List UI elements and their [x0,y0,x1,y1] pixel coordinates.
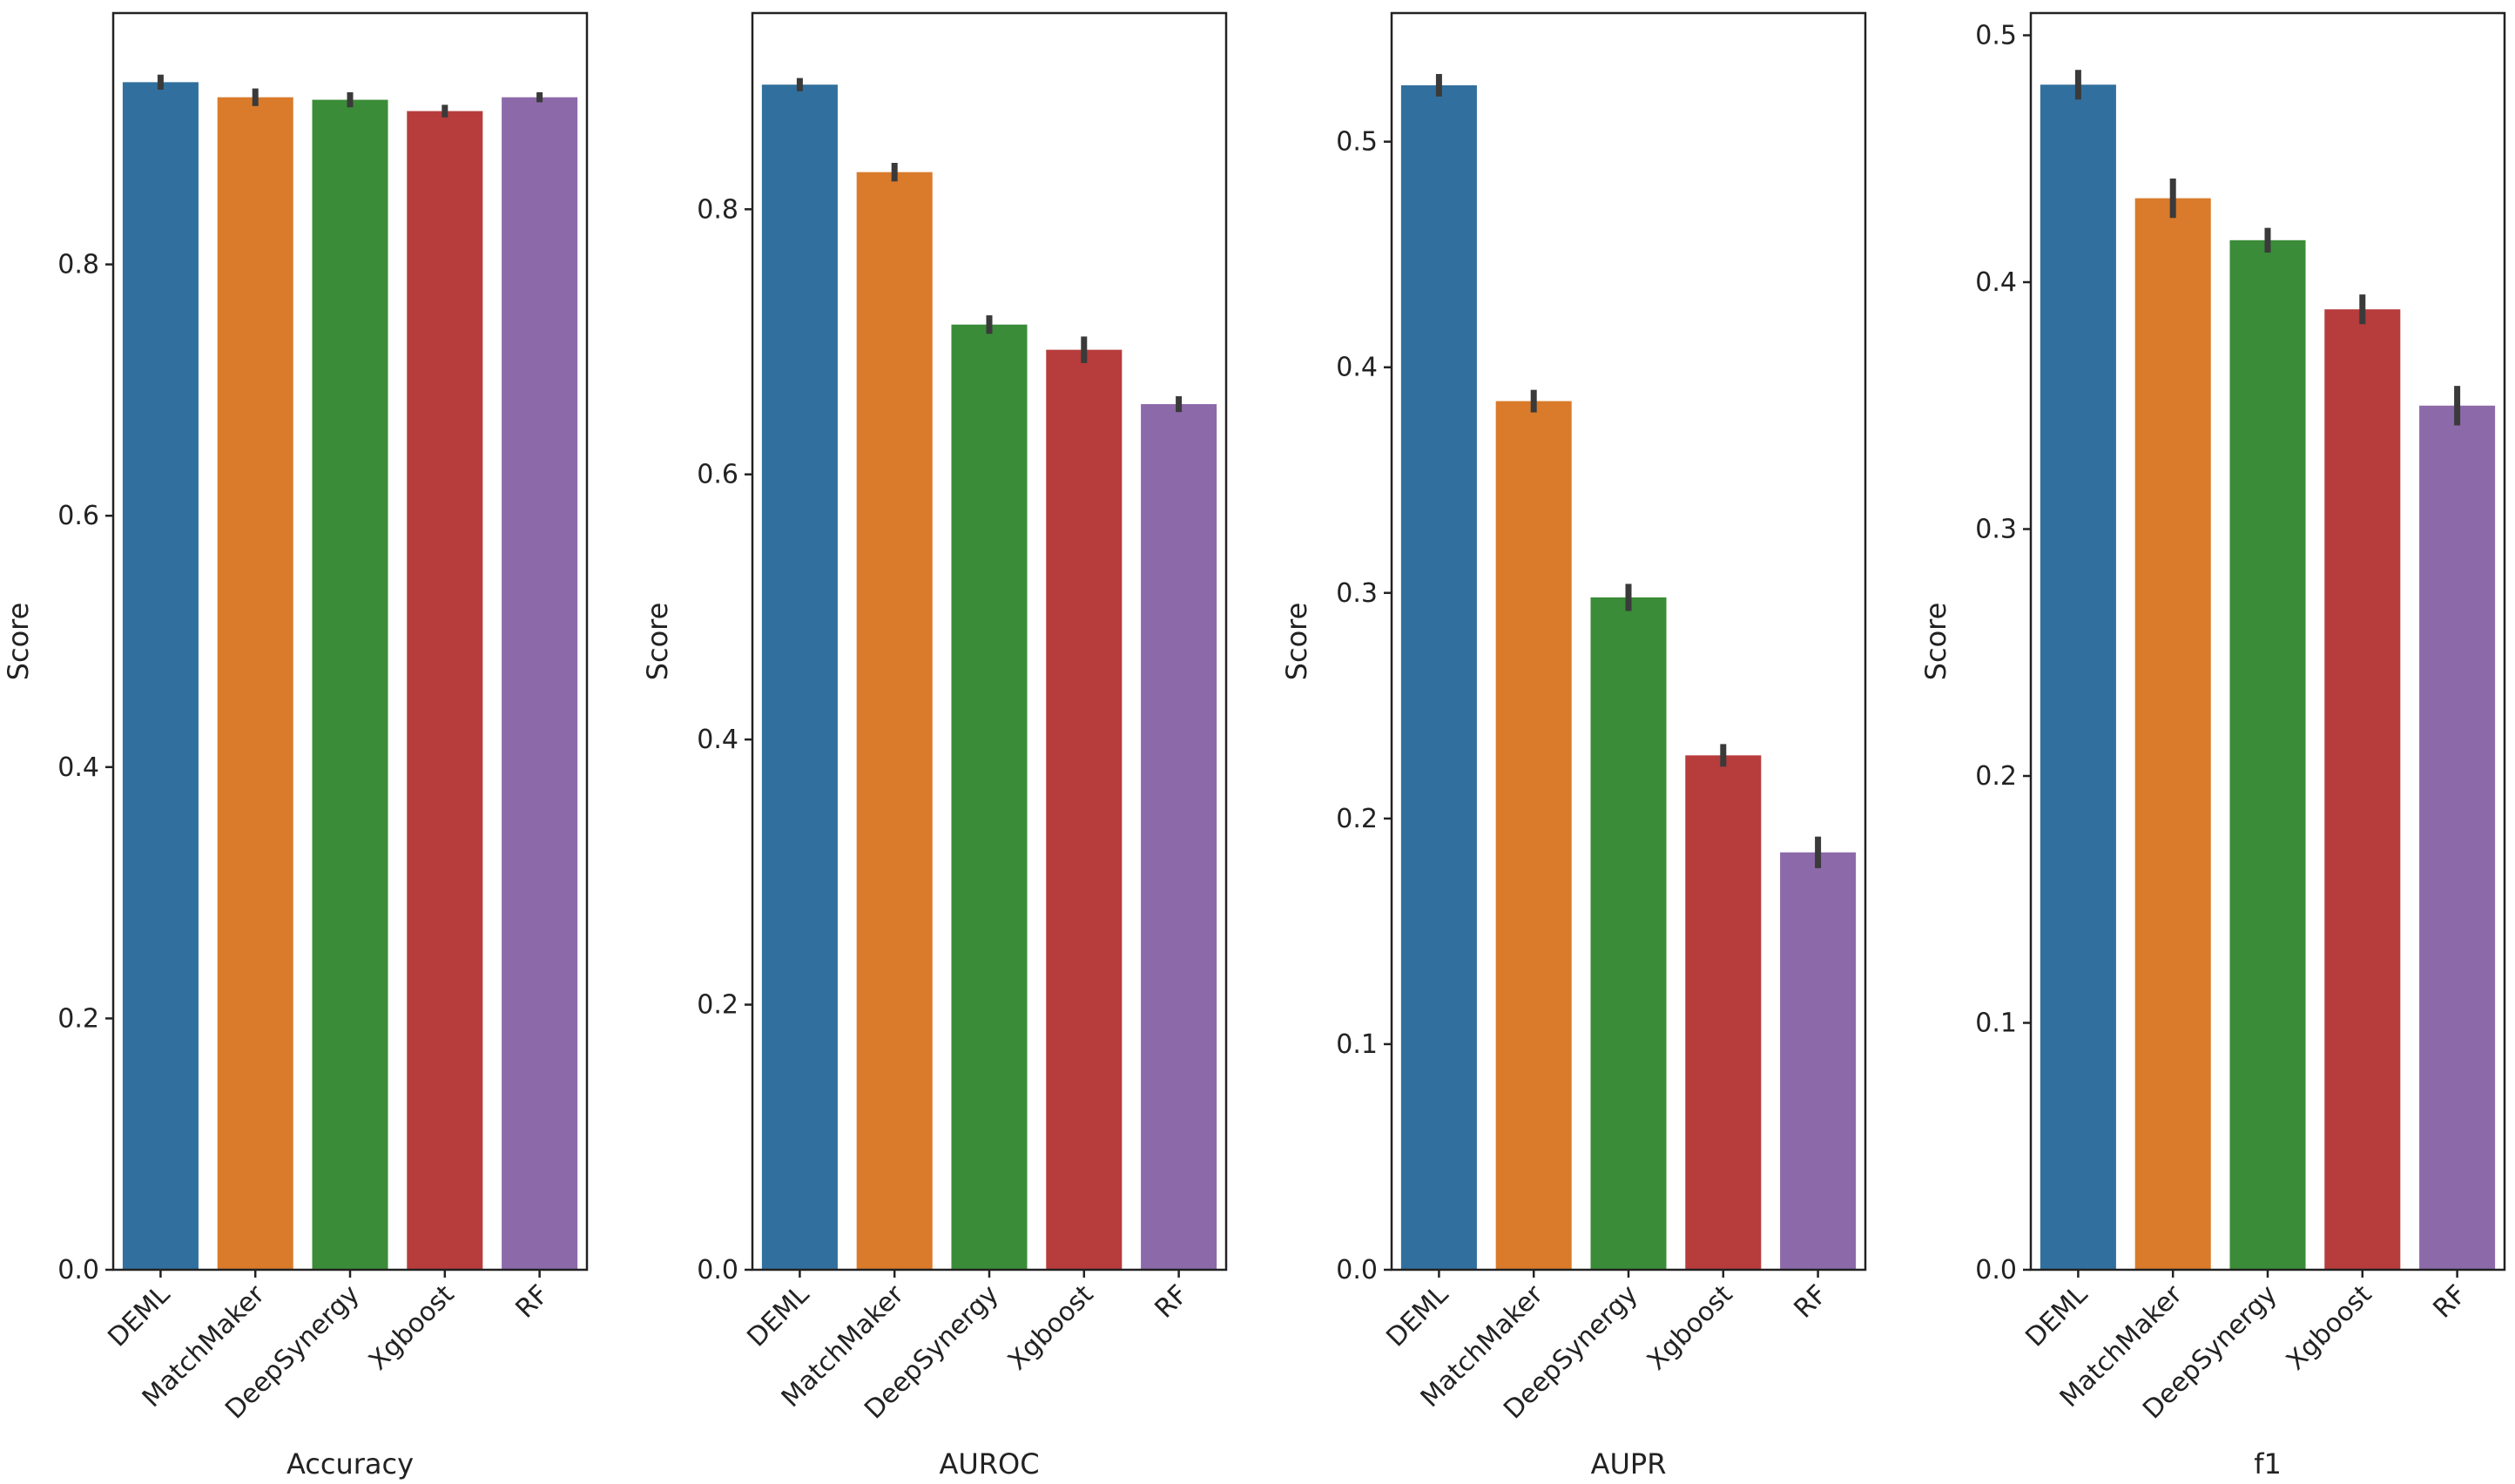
y-tick-label: 0.0 [57,1255,99,1285]
y-tick-label: 0.1 [1336,1029,1378,1060]
x-tick-label-xgboost: Xgboost [2281,1279,2378,1377]
x-tick-label-xgboost: Xgboost [1002,1279,1100,1377]
x-axis-label: AUPR [1591,1447,1667,1481]
panels: 0.00.20.40.60.8ScoreDEMLMatchMakerDeepSy… [2,11,2506,1481]
x-tick-label-xgboost: Xgboost [1642,1279,1739,1377]
y-tick-label: 0.2 [1975,761,2017,792]
x-axis-label: f1 [2254,1447,2282,1481]
x-tick-label-deml: DEML [102,1279,176,1353]
y-tick-label: 0.4 [1975,267,2017,298]
bar-xgboost [1046,349,1123,1270]
y-tick-label: 0.4 [1336,353,1378,383]
y-tick-label: 0.5 [1336,127,1378,158]
x-tick-label-rf: RF [510,1279,556,1325]
bar-deepsynergy [312,99,388,1270]
y-axis-label: Score [1919,603,1952,681]
bar-matchmaker [1495,401,1572,1271]
y-tick-label: 0.4 [57,752,99,783]
bar-deepsynergy [1590,597,1667,1270]
bar-xgboost [2324,309,2401,1270]
bar-deml [761,84,838,1271]
chart-panel-accuracy: 0.00.20.40.60.8ScoreDEMLMatchMakerDeepSy… [2,11,589,1481]
bar-deml [1400,84,1477,1271]
y-tick-label: 0.5 [1975,21,2017,51]
y-tick-label: 0.0 [1975,1255,2017,1285]
bar-deepsynergy [2229,239,2306,1271]
chart-panel-f1: 0.00.10.20.30.40.5ScoreDEMLMatchMakerDee… [1919,11,2506,1481]
bar-xgboost [407,111,483,1271]
y-tick-label: 0.2 [697,990,738,1021]
x-tick-label-rf: RF [2428,1279,2473,1325]
x-tick-label-deml: DEML [1380,1279,1454,1353]
y-tick-label: 0.6 [697,460,738,490]
bar-matchmaker [856,172,933,1271]
y-tick-label: 0.0 [697,1255,738,1285]
x-axis-label: AUROC [939,1447,1039,1481]
x-tick-label-rf: RF [1150,1279,1195,1325]
bar-deml [2040,84,2116,1271]
x-tick-label-rf: RF [1789,1279,1834,1325]
y-axis-label: Score [641,603,674,681]
bar-matchmaker [2134,198,2211,1270]
y-tick-label: 0.2 [1336,804,1378,834]
y-axis-label: Score [1280,603,1313,681]
y-tick-label: 0.3 [1336,578,1378,609]
y-tick-label: 0.3 [1975,515,2017,545]
y-tick-label: 0.0 [1336,1255,1378,1285]
bar-rf [1780,852,1857,1270]
bar-rf [2419,405,2496,1270]
bar-rf [502,97,578,1270]
bar-deepsynergy [951,324,1028,1270]
y-tick-label: 0.2 [57,1003,99,1034]
x-axis-label: Accuracy [287,1447,414,1481]
y-axis-label: Score [2,603,35,681]
chart-panel-auroc: 0.00.20.40.60.8ScoreDEMLMatchMakerDeepSy… [641,11,1228,1481]
bar-matchmaker [217,97,293,1270]
y-tick-label: 0.6 [57,501,99,531]
bar-rf [1141,404,1217,1271]
x-tick-label-deml: DEML [2019,1279,2094,1353]
bar-xgboost [1685,755,1762,1270]
y-tick-label: 0.8 [697,194,738,225]
y-tick-label: 0.8 [57,250,99,280]
y-tick-label: 0.4 [697,725,738,755]
x-tick-label-deml: DEML [741,1279,815,1353]
y-tick-label: 0.1 [1975,1008,2017,1039]
bar-deml [122,82,199,1271]
chart-panel-aupr: 0.00.10.20.30.40.5ScoreDEMLMatchMakerDee… [1280,11,1867,1481]
x-tick-label-xgboost: Xgboost [363,1279,461,1377]
